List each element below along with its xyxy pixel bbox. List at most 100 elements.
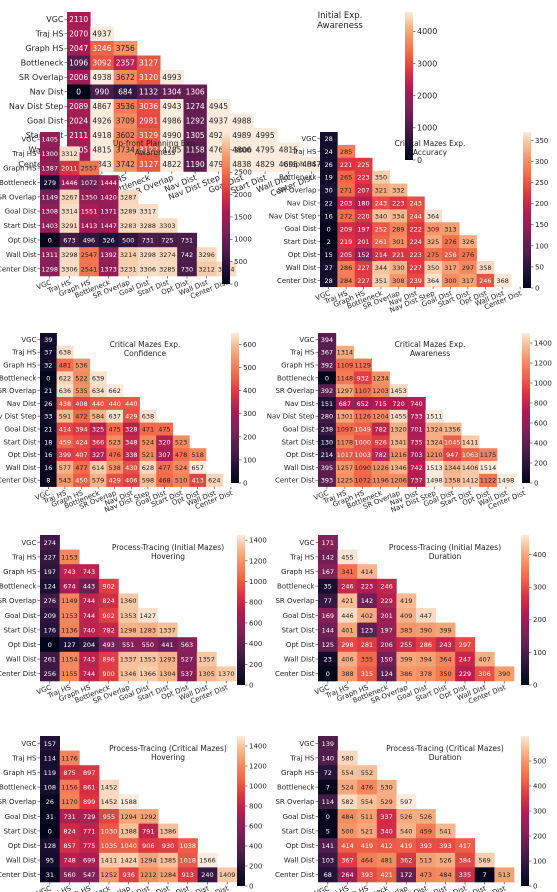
cell-value-label: 1444	[100, 179, 117, 187]
cell-value-label: 1403	[42, 222, 59, 230]
heatmap-cell	[335, 473, 355, 487]
cell-value-label: 2089	[69, 102, 88, 111]
heatmap-cell	[138, 823, 159, 839]
y-tick-label: Wall Dist	[284, 656, 315, 664]
y-tick-label: Graph HS	[3, 164, 37, 172]
heatmap-cell	[40, 397, 57, 411]
cell-value-label: 2006	[69, 73, 88, 82]
heatmap-cell	[67, 55, 91, 71]
heatmap-cell	[160, 99, 184, 114]
cell-value-label: 563	[181, 641, 193, 649]
heatmap-cell	[206, 113, 231, 129]
cell-value-label: 1304	[162, 88, 181, 97]
colorbar-tick-label: 1400	[534, 339, 552, 347]
heatmap-cell	[371, 371, 390, 385]
heatmap-cell	[407, 448, 426, 462]
heatmap-cell	[435, 838, 456, 854]
cell-value-label: 1411	[462, 438, 479, 446]
heatmap-cell	[357, 651, 378, 667]
y-tick-label: Wall Dist	[284, 464, 315, 472]
cell-value-label: 1153	[61, 612, 78, 620]
heatmap-cell	[90, 142, 114, 158]
heatmap-cell	[40, 175, 60, 190]
heatmap-cell	[59, 838, 80, 854]
colorbar-tick-label: 2000	[417, 91, 437, 100]
cell-value-label: 286	[420, 641, 432, 649]
heatmap-cell	[353, 435, 372, 449]
heatmap-cell	[73, 422, 91, 436]
heatmap-cell	[479, 461, 498, 475]
cell-value-label: 424	[75, 438, 87, 446]
cell-value-label: 476	[361, 784, 373, 792]
heatmap-cell	[99, 867, 120, 883]
heatmap-cell	[424, 235, 443, 249]
cell-value-label: 791	[142, 827, 154, 835]
cell-value-label: 500	[341, 827, 353, 835]
heatmap-cell	[376, 651, 397, 667]
cell-value-label: 2110	[69, 15, 88, 24]
cell-value-label: 3285	[159, 265, 176, 273]
heatmap-cell	[118, 261, 139, 277]
heatmap-cell	[407, 422, 426, 436]
heatmap-cell	[118, 867, 139, 883]
cell-value-label: 1409	[219, 871, 236, 879]
heatmap-cell	[56, 345, 74, 359]
chart-title: Process-Tracing (Initial Mazes) Duration	[389, 543, 501, 561]
heatmap-cell	[337, 765, 358, 781]
cell-value-label: 399	[439, 626, 451, 634]
heatmap-cell	[371, 422, 390, 436]
heatmap-cell	[118, 189, 139, 205]
y-tick-label: Center Dist	[0, 670, 37, 678]
heatmap-cell	[371, 435, 390, 449]
cell-value-label: 238	[321, 426, 333, 434]
cell-value-label: 261	[44, 656, 56, 664]
cell-value-label: 521	[361, 827, 373, 835]
cell-value-label: 206	[380, 641, 392, 649]
cell-value-label: 4986	[162, 117, 181, 126]
heatmap-cell	[389, 248, 408, 262]
heatmap-cell	[183, 128, 208, 143]
heatmap-cell	[396, 593, 417, 609]
cell-value-label: 261	[375, 238, 387, 246]
cell-value-label: 130	[321, 438, 333, 446]
heatmap-cell	[357, 867, 378, 883]
heatmap-cell	[335, 384, 355, 398]
heatmap-cell	[177, 651, 198, 667]
heatmap-cell	[318, 593, 338, 609]
heatmap-cell	[443, 422, 462, 436]
heatmap-cell	[459, 248, 477, 262]
cell-value-label: 2	[327, 238, 331, 246]
cell-value-label: 468	[158, 477, 170, 485]
cell-value-label: 240	[201, 871, 213, 879]
cell-value-label: 401	[341, 626, 353, 634]
colorbar-tick-label: 600	[249, 619, 262, 627]
heatmap-cell	[337, 170, 356, 184]
heatmap-cell	[138, 261, 158, 277]
heatmap-cell	[79, 608, 100, 623]
cell-value-label: 1337	[120, 656, 137, 664]
heatmap-cell	[40, 409, 57, 423]
cell-value-label: 524	[341, 784, 353, 792]
heatmap-cell	[90, 55, 114, 71]
cell-value-label: 220	[357, 212, 369, 220]
heatmap-cell	[337, 564, 358, 580]
cell-value-label: 197	[380, 626, 392, 634]
heatmap-cell	[118, 247, 139, 262]
heatmap-cell	[56, 358, 74, 372]
cell-value-label: 340	[380, 827, 392, 835]
cell-value-label: 3036	[139, 102, 158, 111]
cell-value-label: 624	[208, 477, 220, 485]
y-tick-label: Center Dist	[275, 670, 315, 678]
heatmap-cell	[123, 473, 140, 487]
heatmap-cell	[118, 838, 139, 854]
cell-value-label: 384	[459, 857, 471, 865]
heatmap-cell	[73, 371, 91, 385]
heatmap-cell	[318, 736, 338, 751]
colorbar	[521, 736, 529, 886]
cell-value-label: 475	[158, 426, 170, 434]
heatmap-cell	[318, 448, 337, 462]
cell-value-label: 114	[322, 798, 334, 806]
cell-value-label: 256	[44, 670, 56, 678]
heatmap-cell	[407, 409, 426, 423]
cell-value-label: 657	[191, 464, 203, 472]
